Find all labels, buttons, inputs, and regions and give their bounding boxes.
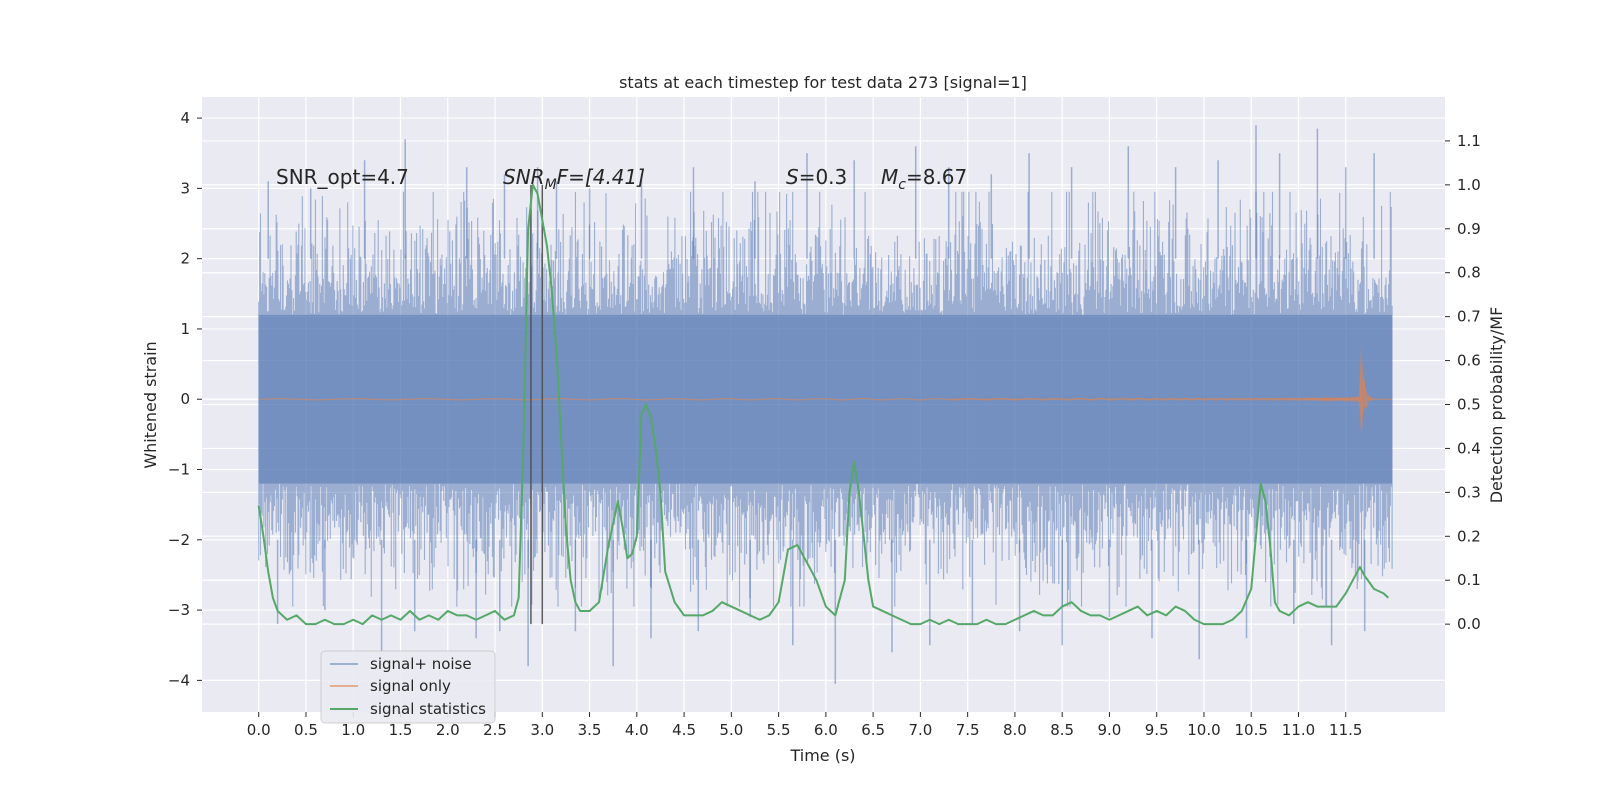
- y2-tick-label: 0.0: [1457, 615, 1481, 633]
- y-axis-label: Whitened strain: [141, 341, 160, 468]
- x-tick-label: 10.0: [1187, 721, 1220, 739]
- x-tick-label: 2.5: [483, 721, 507, 739]
- x-axis-label: Time (s): [789, 746, 855, 765]
- x-tick-label: 7.0: [908, 721, 932, 739]
- signal-statistics-line: [257, 183, 1389, 626]
- chart-title: stats at each timestep for test data 273…: [619, 73, 1027, 92]
- x-tick-label: 0.5: [294, 721, 318, 739]
- annotation-snr-opt: SNR_opt=4.7: [276, 165, 409, 189]
- y-tick-label: 3: [180, 179, 190, 197]
- x-tick-label: 6.0: [814, 721, 838, 739]
- x-tick-label: 3.0: [530, 721, 554, 739]
- x-tick-label: 9.0: [1098, 721, 1122, 739]
- x-tick-label: 4.5: [672, 721, 696, 739]
- x-tick-label: 8.0: [1003, 721, 1027, 739]
- y2-tick-label: 1.1: [1457, 132, 1481, 150]
- y2-tick-label: 0.4: [1457, 439, 1481, 457]
- y2-tick-label: 1.0: [1457, 176, 1481, 194]
- x-tick-label: 10.5: [1235, 721, 1268, 739]
- marker-lines: [530, 184, 544, 625]
- signal-only-trace: [258, 372, 1393, 431]
- x-tick-label: 1.5: [389, 721, 413, 739]
- legend-box: [320, 650, 496, 724]
- y2-axis-label: Detection probability/MF: [1487, 307, 1506, 504]
- x-tick-label: 0.0: [247, 721, 271, 739]
- x-tick-label: 4.0: [625, 721, 649, 739]
- y-axis-ticks: 4 3 2 1 0 −1 −2 −3 −4: [168, 109, 202, 689]
- x-tick-label: 1.0: [341, 721, 365, 739]
- y-tick-label: 2: [180, 250, 190, 268]
- x-tick-label: 5.0: [719, 721, 743, 739]
- x-tick-label: 9.5: [1145, 721, 1169, 739]
- signal-only-series: [258, 344, 1393, 431]
- y2-tick-label: 0.1: [1457, 571, 1481, 589]
- x-tick-label: 3.5: [578, 721, 602, 739]
- y2-tick-label: 0.5: [1457, 396, 1481, 414]
- x-tick-label: 11.0: [1282, 721, 1315, 739]
- y2-tick-label: 0.3: [1457, 483, 1481, 501]
- legend: signal+ noise signal only signal statist…: [320, 650, 496, 724]
- y2-axis-ticks: 1.1 1.0 0.9 0.8 0.7 0.6 0.5 0.4 0.3 0.2 0.1 0.0: [1445, 132, 1481, 633]
- x-tick-label: 7.5: [956, 721, 980, 739]
- annotation-s: S=0.3: [786, 165, 847, 189]
- annotation-snr-mf: SNRMF=[4.41]: [503, 165, 645, 193]
- y2-tick-label: 0.8: [1457, 264, 1481, 282]
- y2-tick-label: 0.7: [1457, 308, 1481, 326]
- y2-tick-label: 0.6: [1457, 352, 1481, 370]
- x-tick-label: 8.5: [1050, 721, 1074, 739]
- legend-label-stats: signal statistics: [370, 700, 486, 718]
- y-tick-label: −3: [168, 601, 190, 619]
- legend-label-signal: signal only: [370, 677, 451, 695]
- y-tick-label: 4: [180, 109, 190, 127]
- noise-extremes: [267, 125, 1375, 684]
- x-tick-label: 11.5: [1329, 721, 1362, 739]
- signal-statistics-series: [257, 183, 1389, 626]
- y-tick-label: −4: [168, 671, 190, 689]
- x-tick-label: 5.5: [767, 721, 791, 739]
- annotation-mc: Mc=8.67: [881, 165, 967, 193]
- y-tick-label: 1: [180, 320, 190, 338]
- x-tick-label: 6.5: [861, 721, 885, 739]
- y-tick-label: −2: [168, 531, 190, 549]
- legend-label-noise: signal+ noise: [370, 655, 472, 673]
- x-tick-label: 2.0: [436, 721, 460, 739]
- y2-tick-label: 0.9: [1457, 220, 1481, 238]
- x-axis-ticks: 0.0 0.5 1.0 1.5 2.0 2.5 3.0 3.5 4.0 4.5 5.0 5.5 6.0 6…: [247, 712, 1362, 739]
- y-tick-label: −1: [168, 461, 190, 479]
- y-tick-label: 0: [180, 390, 190, 408]
- noise-trace: [258, 191, 1393, 607]
- y2-tick-label: 0.2: [1457, 527, 1481, 545]
